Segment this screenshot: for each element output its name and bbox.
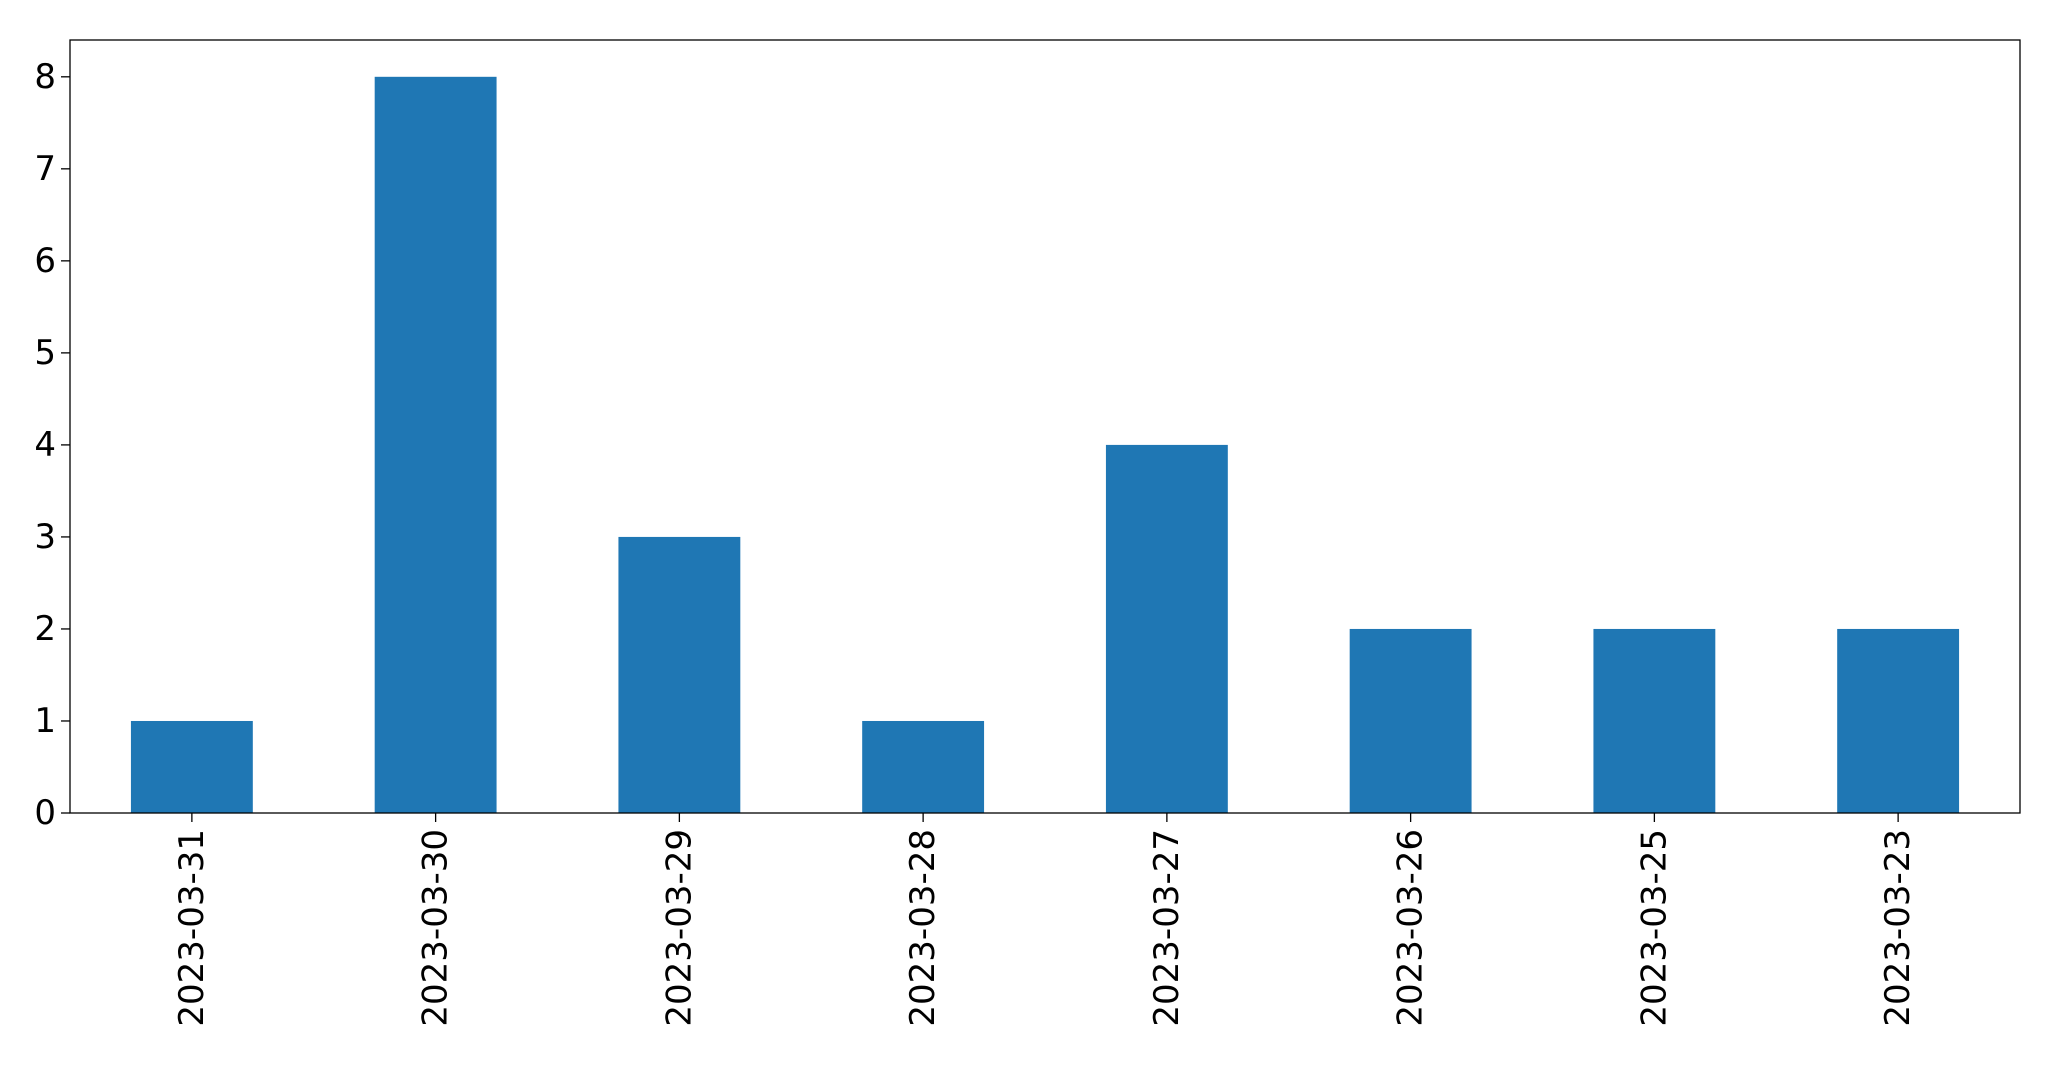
bar-2023-03-28 (862, 720, 985, 813)
x-tick-label: 2023-03-23 (1878, 829, 1918, 1027)
bar-2023-03-25 (1593, 628, 1716, 813)
bar-2023-03-27 (1105, 444, 1228, 813)
y-tick-label: 3 (34, 517, 56, 557)
bar-2023-03-23 (1837, 628, 1960, 813)
y-tick-label: 7 (34, 149, 56, 189)
y-tick-label: 0 (34, 793, 56, 833)
x-tick-label: 2023-03-29 (659, 829, 699, 1027)
x-tick-label: 2023-03-30 (416, 829, 456, 1027)
y-tick-label: 6 (34, 241, 56, 281)
y-tick-label: 8 (34, 57, 56, 97)
y-tick-label: 5 (34, 333, 56, 373)
x-axis-ticks: 2023-03-31 2023-03-30 2023-03-29 2023-03-28… (172, 813, 1918, 1027)
bar-2023-03-26 (1349, 628, 1472, 813)
x-tick-label: 2023-03-25 (1634, 829, 1674, 1027)
x-tick-label: 2023-03-27 (1147, 829, 1187, 1027)
x-tick-label: 2023-03-31 (172, 829, 212, 1027)
x-tick-label: 2023-03-28 (903, 829, 943, 1027)
y-tick-label: 2 (34, 609, 56, 649)
plot-area-frame (69, 39, 2021, 814)
bar-2023-03-29 (618, 536, 741, 813)
y-tick-label: 1 (34, 701, 56, 741)
bars-group (130, 76, 1960, 814)
bar-2023-03-30 (374, 76, 497, 814)
y-axis-ticks: 0 1 2 3 4 5 6 7 8 (34, 57, 70, 833)
x-tick-label: 2023-03-26 (1391, 829, 1431, 1027)
bar-2023-03-31 (130, 720, 253, 813)
y-tick-label: 4 (34, 425, 56, 465)
